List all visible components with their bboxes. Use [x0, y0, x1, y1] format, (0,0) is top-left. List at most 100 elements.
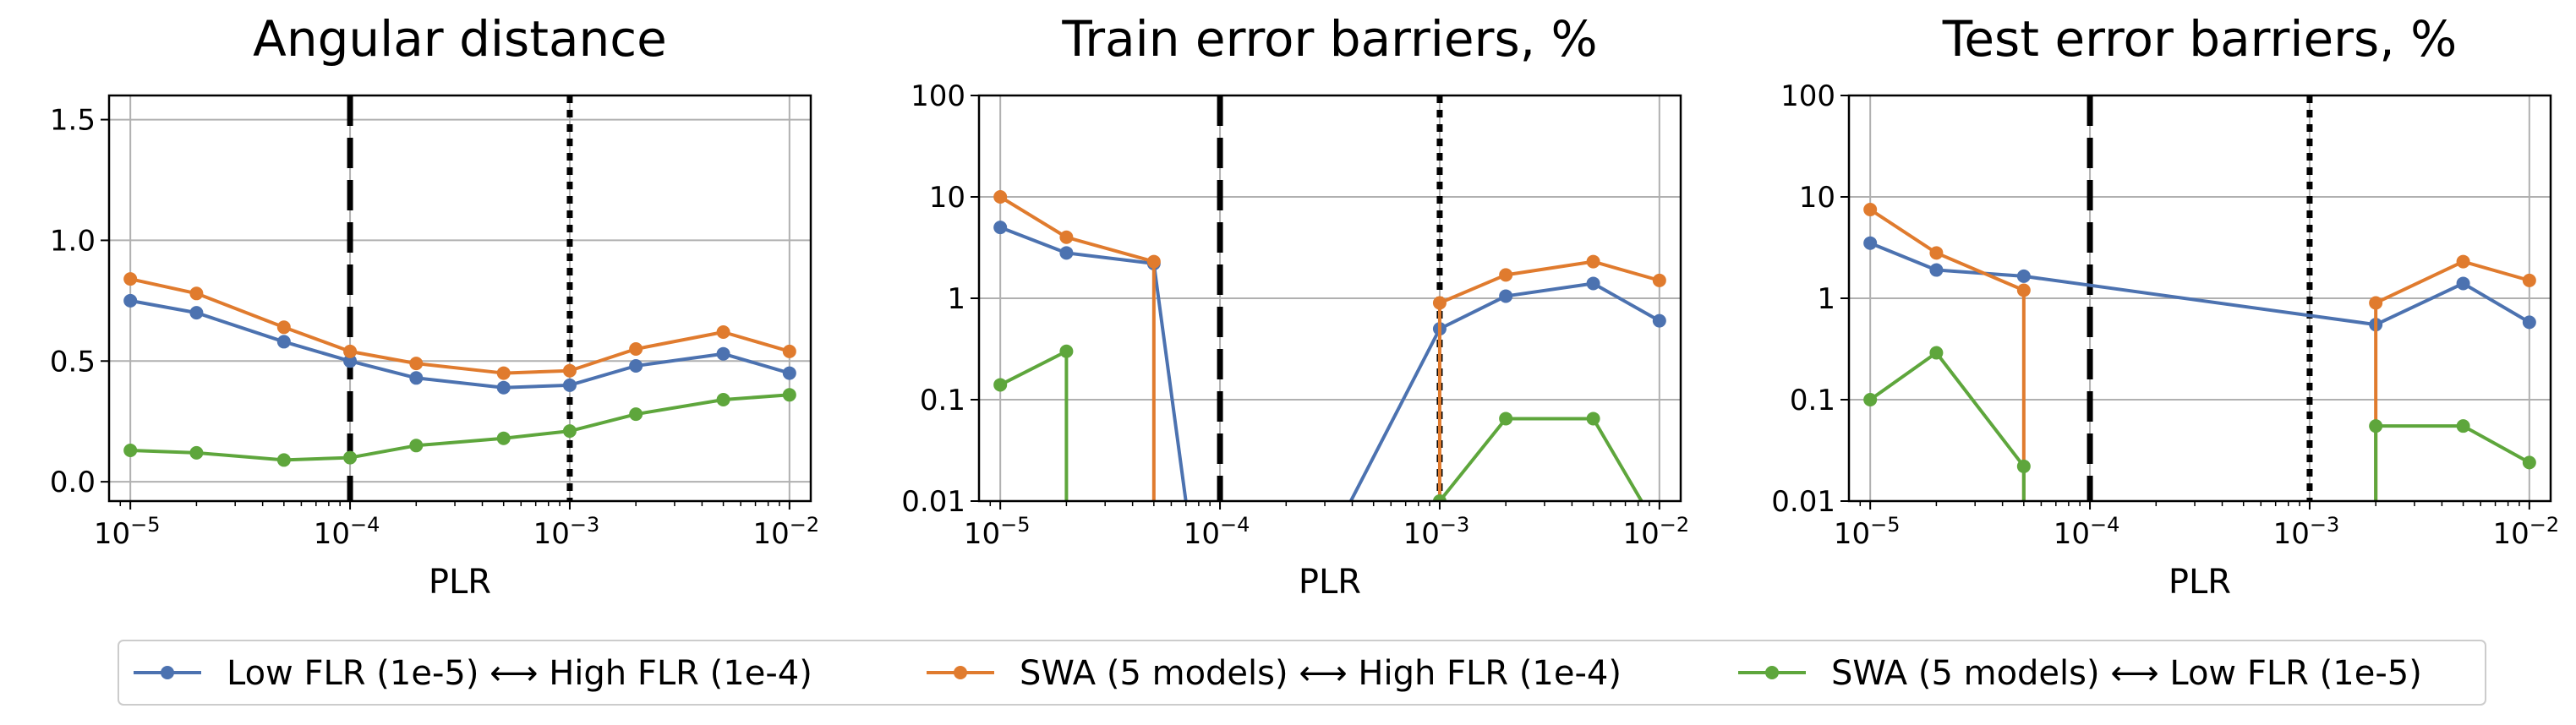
data-point — [1499, 268, 1513, 282]
data-point — [629, 407, 643, 422]
data-point — [2456, 254, 2470, 269]
data-point — [1863, 236, 1878, 250]
data-point — [2016, 269, 2031, 283]
y-tick-label: 0.0 — [50, 466, 96, 499]
series-line-2 — [129, 277, 790, 375]
data-point — [2456, 419, 2470, 433]
y-tick-label: 10 — [929, 181, 965, 215]
data-point — [189, 306, 204, 320]
x-axis-label: PLR — [2169, 563, 2231, 602]
data-point — [1499, 412, 1513, 426]
legend-box — [118, 640, 2486, 706]
data-point — [716, 325, 730, 339]
data-point — [1432, 296, 1447, 310]
data-point — [1929, 263, 1944, 277]
data-point — [496, 366, 511, 380]
data-point — [123, 272, 138, 286]
chart-panel-2: Train error barriers, % 0.01 0.1 1 10 100 10−5… — [901, 10, 1689, 602]
y-tick-label: 1 — [947, 282, 965, 316]
data-point — [1929, 246, 1944, 260]
data-point — [1059, 230, 1074, 244]
data-point — [782, 366, 796, 380]
series-line-2 — [999, 195, 1660, 501]
x-axis-label: PLR — [429, 563, 491, 602]
data-point — [2016, 283, 2031, 297]
data-point — [2522, 455, 2536, 470]
legend-marker — [1765, 666, 1779, 679]
y-tick-label: 0.01 — [901, 485, 965, 519]
data-point — [993, 378, 1008, 392]
data-point — [2522, 315, 2536, 330]
x-tick-label: 10−2 — [1622, 513, 1689, 551]
legend-label: SWA (5 models) ⟷ Low FLR (1e-5) — [1831, 654, 2422, 693]
x-tick-label: 10−5 — [1834, 513, 1901, 551]
series-line-3 — [130, 393, 790, 462]
y-tick-label: 10 — [1799, 181, 1835, 215]
y-tick-label: 1.5 — [50, 104, 96, 138]
data-point — [276, 320, 291, 335]
chart-title: Test error barriers, % — [1942, 10, 2457, 68]
chart-panel-1: Angular distance 0.0 0.5 1.0 1.5 10−5 10−4 10−3… — [50, 10, 819, 602]
data-point — [2456, 276, 2470, 291]
y-tick-label: 100 — [1780, 79, 1835, 113]
data-point — [993, 221, 1008, 235]
data-point — [562, 424, 577, 439]
data-point — [123, 444, 138, 457]
axes-frame — [107, 94, 812, 503]
data-point — [1863, 393, 1878, 406]
y-tick-label: 1.0 — [50, 224, 96, 258]
data-point — [1059, 344, 1074, 358]
data-point — [1146, 254, 1161, 269]
x-tick-label: 10−3 — [533, 513, 600, 551]
data-point — [343, 344, 358, 358]
x-tick-label: 10−5 — [94, 513, 161, 551]
y-tick-label: 1 — [1817, 282, 1835, 316]
data-point — [2369, 296, 2383, 310]
data-point — [629, 342, 643, 356]
legend-marker — [954, 666, 967, 679]
x-tick-label: 10−4 — [2054, 513, 2120, 551]
data-point — [189, 445, 204, 460]
data-point — [343, 450, 358, 465]
y-tick-label: 100 — [911, 79, 965, 113]
data-point — [409, 439, 424, 453]
data-point — [782, 344, 796, 358]
y-tick-label: 0.01 — [1771, 485, 1835, 519]
series-group — [993, 190, 1666, 501]
chart-panel-3: Test error barriers, % 0.01 0.1 1 10 100 10−5 1… — [1771, 10, 2559, 602]
legend-item-1: Low FLR (1e-5) ⟷ High FLR (1e-4) — [134, 654, 812, 693]
data-point — [1586, 276, 1600, 291]
data-point — [1863, 202, 1878, 216]
legend-item-2: SWA (5 models) ⟷ High FLR (1e-4) — [927, 654, 1622, 693]
axes-frame — [1847, 94, 2552, 503]
data-point — [629, 359, 643, 373]
data-point — [716, 346, 730, 361]
data-point — [1586, 254, 1600, 269]
data-point — [1652, 313, 1666, 328]
series-line-3 — [1869, 351, 2530, 501]
data-point — [2522, 273, 2536, 287]
data-point — [189, 286, 204, 301]
series-line-2 — [1869, 208, 2530, 501]
series-group — [123, 272, 796, 467]
data-point — [716, 393, 730, 406]
axes-frame — [977, 94, 1682, 503]
y-tick-label: 0.1 — [920, 384, 965, 417]
data-point — [496, 431, 511, 445]
x-tick-label: 10−3 — [1403, 513, 1470, 551]
data-point — [409, 371, 424, 385]
data-point — [343, 354, 358, 368]
legend-label: Low FLR (1e-5) ⟷ High FLR (1e-4) — [227, 654, 812, 693]
legend-marker — [161, 666, 174, 679]
data-point — [1432, 494, 1447, 501]
data-point — [1059, 246, 1074, 260]
x-tick-label: 10−2 — [2492, 513, 2559, 551]
series-group — [1863, 202, 2536, 501]
legend-label: SWA (5 models) ⟷ High FLR (1e-4) — [1020, 654, 1622, 693]
data-point — [123, 293, 138, 308]
data-point — [1929, 346, 1944, 360]
data-point — [993, 190, 1008, 204]
y-tick-label: 0.5 — [50, 345, 96, 379]
legend-item-3: SWA (5 models) ⟷ Low FLR (1e-5) — [1738, 654, 2422, 693]
